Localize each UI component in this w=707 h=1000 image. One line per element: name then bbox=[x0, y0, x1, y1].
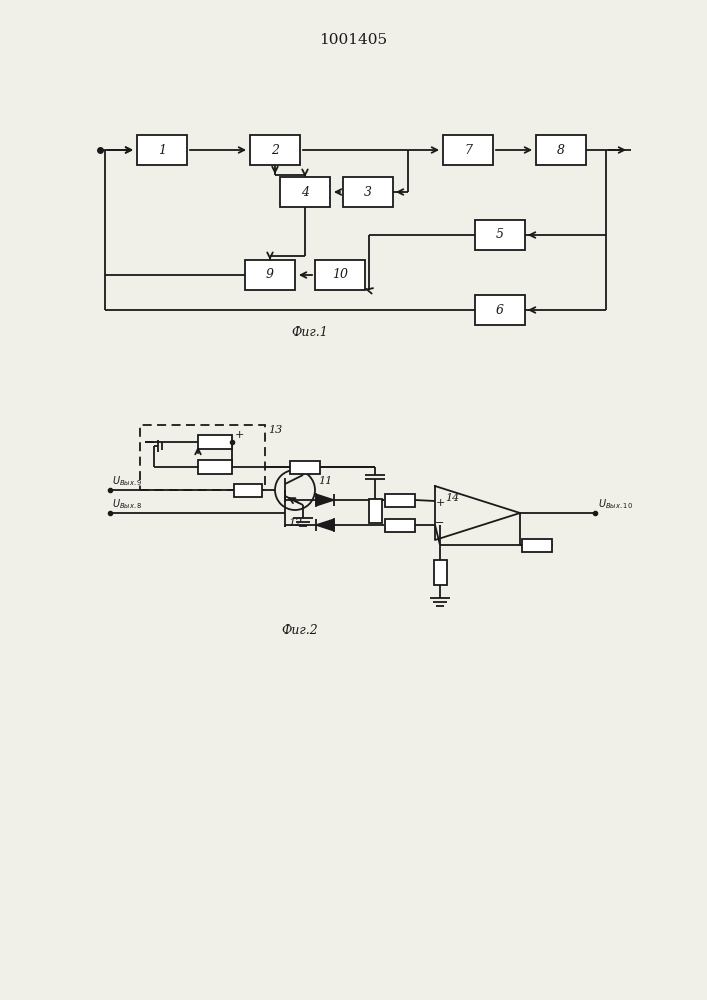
Text: 12: 12 bbox=[288, 518, 302, 528]
Bar bbox=[368, 499, 382, 523]
Text: +: + bbox=[436, 498, 445, 508]
Bar bbox=[198, 460, 232, 474]
Bar bbox=[234, 484, 262, 496]
Text: +: + bbox=[235, 430, 245, 440]
Bar bbox=[250, 135, 300, 165]
Text: 11: 11 bbox=[318, 476, 332, 486]
Bar bbox=[385, 518, 415, 532]
Bar bbox=[385, 493, 415, 506]
Bar bbox=[443, 135, 493, 165]
Polygon shape bbox=[316, 494, 334, 506]
Text: 3: 3 bbox=[364, 186, 372, 198]
Text: 8: 8 bbox=[557, 143, 565, 156]
Bar bbox=[280, 177, 330, 207]
Text: 2: 2 bbox=[271, 143, 279, 156]
Bar bbox=[536, 135, 586, 165]
Bar bbox=[433, 560, 447, 585]
Text: 14: 14 bbox=[445, 493, 460, 503]
Bar bbox=[522, 538, 552, 552]
Bar bbox=[137, 135, 187, 165]
Text: 9: 9 bbox=[266, 268, 274, 282]
Text: 4: 4 bbox=[301, 186, 309, 198]
Text: Фиг.2: Фиг.2 bbox=[281, 624, 318, 637]
Polygon shape bbox=[316, 519, 334, 531]
Text: $U_{Bых.9}$: $U_{Bых.9}$ bbox=[112, 474, 143, 488]
Text: 7: 7 bbox=[464, 143, 472, 156]
Text: 5: 5 bbox=[496, 229, 504, 241]
Text: 1: 1 bbox=[158, 143, 166, 156]
Bar bbox=[290, 460, 320, 474]
Text: $U_{Bых.10}$: $U_{Bых.10}$ bbox=[598, 497, 633, 511]
Text: 6: 6 bbox=[496, 304, 504, 316]
Bar bbox=[245, 260, 295, 290]
Text: 13: 13 bbox=[268, 425, 282, 435]
Bar bbox=[343, 177, 393, 207]
Text: −: − bbox=[436, 518, 445, 528]
Text: 1001405: 1001405 bbox=[319, 33, 387, 47]
Bar bbox=[198, 435, 232, 449]
Text: $U_{Bых.8}$: $U_{Bых.8}$ bbox=[112, 497, 143, 511]
Bar bbox=[315, 260, 365, 290]
Text: 10: 10 bbox=[332, 268, 348, 282]
Bar bbox=[475, 295, 525, 325]
Text: Фиг.1: Фиг.1 bbox=[291, 326, 328, 338]
Bar bbox=[475, 220, 525, 250]
